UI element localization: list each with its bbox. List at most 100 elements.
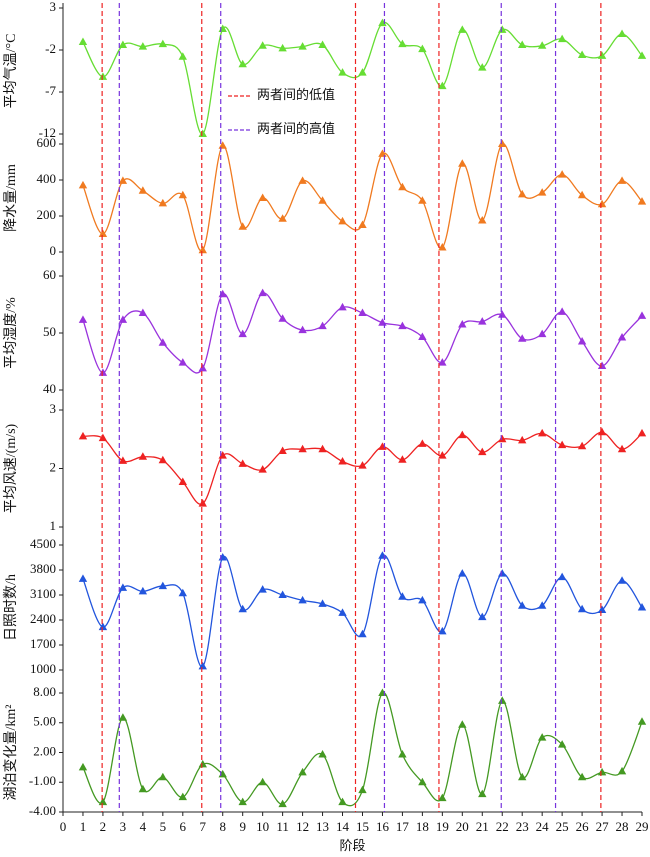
y-tick-label: 3 [50, 401, 57, 416]
marker [238, 797, 247, 806]
y-axis-label: 湖泊变化量/km² [3, 705, 19, 801]
marker [118, 176, 128, 184]
marker [537, 41, 547, 49]
marker [338, 216, 347, 225]
x-tick-label: 21 [476, 819, 489, 834]
marker [298, 325, 307, 334]
x-tick-label: 7 [200, 819, 207, 834]
marker [158, 198, 168, 207]
x-tick-label: 29 [636, 819, 649, 834]
marker [398, 39, 407, 48]
marker [238, 222, 247, 230]
y-tick-label: 4500 [30, 536, 56, 551]
marker [218, 289, 227, 298]
x-tick-label: 0 [60, 819, 67, 834]
marker [418, 332, 427, 340]
x-tick-label: 22 [496, 819, 509, 834]
marker [238, 459, 247, 467]
marker [597, 427, 607, 436]
y-tick-label: -2 [45, 41, 56, 56]
marker [637, 197, 647, 205]
marker [358, 220, 367, 228]
marker [498, 310, 507, 318]
marker [557, 34, 567, 43]
marker [118, 456, 128, 464]
marker [98, 622, 108, 631]
x-tick-label: 10 [256, 819, 269, 834]
y-tick-label: 2 [50, 459, 57, 474]
marker [577, 337, 587, 345]
marker [518, 435, 527, 444]
marker [557, 170, 567, 178]
marker [617, 333, 627, 341]
marker [617, 444, 627, 453]
x-axis-label: 阶段 [339, 838, 365, 853]
marker [577, 772, 587, 781]
marker [358, 785, 367, 794]
marker [478, 317, 487, 325]
marker [438, 626, 447, 635]
y-tick-label: -4.00 [29, 803, 56, 818]
marker [138, 784, 148, 793]
y-tick-label: 200 [37, 207, 57, 222]
marker [518, 189, 527, 198]
y-axis-label: 降水量/mm [3, 164, 19, 232]
x-tick-label: 23 [516, 819, 529, 834]
marker [458, 25, 467, 33]
marker [298, 42, 307, 50]
marker [198, 363, 207, 372]
marker [518, 40, 527, 48]
marker [198, 129, 207, 137]
marker [537, 188, 547, 196]
marker [358, 308, 367, 317]
marker [637, 51, 647, 59]
y-tick-label: 3100 [30, 586, 56, 601]
marker [98, 72, 108, 80]
marker [418, 196, 427, 204]
marker [597, 605, 607, 613]
marker [378, 442, 387, 450]
y-tick-label: 3 [50, 0, 57, 14]
marker [138, 308, 148, 317]
marker [338, 608, 347, 616]
marker [537, 428, 547, 437]
x-tick-label: 4 [140, 819, 147, 834]
marker [78, 315, 88, 323]
y-tick-label: 2400 [30, 611, 56, 626]
marker [318, 321, 327, 330]
series-line [82, 21, 643, 135]
marker [438, 451, 447, 459]
marker [398, 455, 407, 463]
x-tick-label: 11 [276, 819, 289, 834]
marker [178, 792, 187, 801]
marker [597, 361, 607, 370]
marker [238, 329, 247, 338]
marker [637, 717, 647, 725]
marker [298, 595, 307, 604]
marker [198, 245, 207, 254]
marker [597, 767, 607, 776]
marker [138, 452, 148, 460]
marker [617, 176, 627, 184]
marker [378, 18, 387, 27]
marker [338, 68, 347, 76]
x-tick-label: 17 [396, 819, 410, 834]
marker [537, 601, 547, 609]
y-axis-label: 平均湿度/% [3, 297, 19, 369]
marker [278, 590, 287, 598]
marker [438, 81, 447, 90]
marker [78, 574, 88, 582]
marker [98, 368, 108, 376]
marker [318, 196, 327, 204]
marker [238, 59, 247, 68]
marker [178, 190, 187, 199]
marker [218, 451, 227, 459]
marker [438, 243, 447, 251]
y-tick-label: 50 [43, 324, 56, 339]
marker [597, 199, 607, 208]
x-tick-label: 28 [616, 819, 629, 834]
marker [98, 229, 108, 237]
y-tick-label: 8.00 [33, 684, 56, 699]
marker [158, 455, 168, 464]
marker [258, 288, 267, 297]
